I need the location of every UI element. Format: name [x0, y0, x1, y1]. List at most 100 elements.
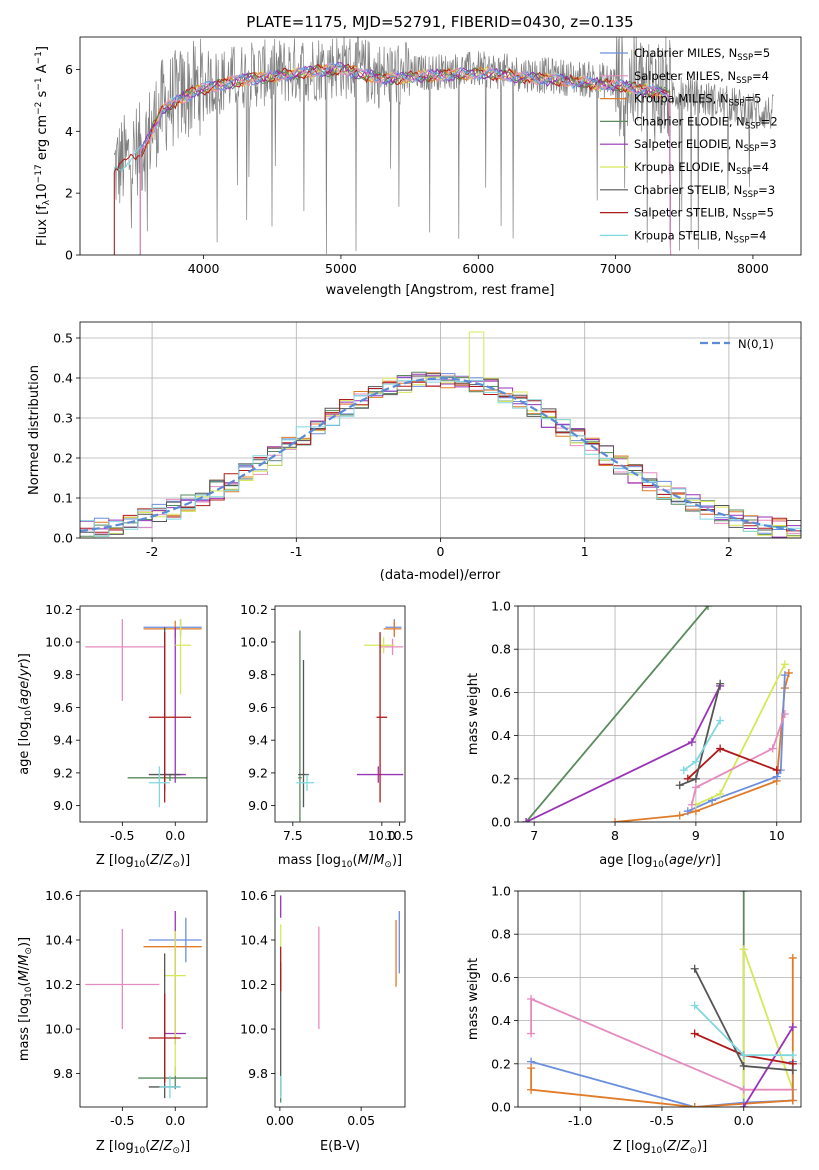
x-tick-label: 0.0 — [165, 1113, 185, 1128]
series-line-kroupa-miles — [614, 672, 790, 822]
model-spectrum-chabrier-elodie — [139, 65, 672, 255]
data-point-marker — [679, 766, 688, 775]
legend-label: Chabrier MILES, NSSP=5 — [634, 46, 770, 63]
series-line-salpeter-miles — [530, 997, 793, 1091]
y-tick-label: 9.8 — [248, 1066, 268, 1081]
y-tick-label: 0.2 — [491, 771, 511, 786]
y-tick-label: 10.6 — [45, 888, 73, 903]
y-axis-label: mass weight — [466, 958, 481, 1040]
x-axis-label: mass [log10(M/M⊙)] — [278, 853, 402, 870]
x-tick-label: 7000 — [600, 261, 632, 276]
y-tick-label: 0.3 — [53, 411, 73, 426]
x-axis-label: Z [log10(Z/Z⊙)] — [96, 853, 190, 870]
y-tick-label: 1.0 — [491, 599, 511, 614]
x-tick-label: 2 — [725, 544, 733, 559]
x-axis-label: Z [log10(Z/Z⊙)] — [96, 1139, 190, 1156]
x-axis-label: wavelength [Angstrom, rest frame] — [326, 283, 555, 298]
y-tick-label: 9.0 — [248, 798, 268, 813]
x-tick-label: 0.0 — [165, 828, 185, 843]
plot-area-residuals — [80, 331, 801, 538]
axes-mass_EBV — [271, 890, 406, 1111]
histogram-chabrier-stelib — [80, 373, 801, 536]
axes-residuals — [76, 321, 802, 542]
x-tick-label: 6000 — [462, 261, 494, 276]
data-point-marker — [675, 811, 684, 820]
y-tick-label: 0.6 — [491, 685, 511, 700]
y-tick-label: 10.4 — [45, 932, 73, 947]
y-axis-label: mass [log10(M/M⊙)] — [17, 937, 34, 1061]
model-spectrum-kroupa-miles — [139, 64, 672, 255]
data-point-marker — [784, 668, 793, 677]
x-tick-label: 7 — [530, 828, 538, 843]
normal-curve — [80, 377, 801, 533]
axes-frame — [274, 890, 406, 1108]
legend-label: Salpeter MILES, NSSP=4 — [634, 69, 769, 86]
axes-weight_Z — [514, 890, 802, 1111]
y-axis-label: mass weight — [466, 673, 481, 755]
y-tick-label: 0.0 — [491, 815, 511, 830]
plot-area-spectrum — [113, 37, 774, 255]
x-tick-label: 5000 — [325, 261, 357, 276]
x-tick-label: 10.5 — [386, 828, 414, 843]
y-tick-label: 0.4 — [491, 728, 511, 743]
data-point-marker — [788, 1096, 797, 1105]
figure-title: PLATE=1175, MJD=52791, FIBERID=0430, z=0… — [246, 13, 633, 31]
x-axis-label: Z [log10(Z/Z⊙)] — [613, 1139, 707, 1156]
y-tick-label: 0 — [65, 248, 73, 263]
series-line-salpeter-elodie — [742, 1026, 794, 1107]
y-tick-label: 1.0 — [491, 884, 511, 899]
data-point-marker — [739, 1085, 748, 1094]
series-line-kroupa-elodie — [742, 949, 794, 1107]
data-point-marker — [690, 964, 699, 973]
y-tick-label: 10.2 — [45, 602, 73, 617]
axes-frame — [517, 890, 802, 1108]
data-point-marker — [691, 774, 700, 783]
axes-mass_Z — [76, 890, 208, 1111]
y-tick-label: 9.6 — [53, 700, 73, 715]
data-point-marker — [527, 995, 536, 1003]
series-line-kroupa-stelib — [683, 720, 721, 771]
axes-weight_age — [514, 605, 802, 826]
data-point-marker — [739, 945, 748, 954]
y-tick-label: 0.2 — [491, 1056, 511, 1071]
x-tick-label: -0.5 — [650, 1113, 674, 1128]
axes-spectrum — [76, 36, 802, 259]
data-point-marker — [768, 744, 777, 753]
histogram-kroupa-stelib — [80, 376, 801, 537]
data-point-marker — [772, 766, 781, 775]
y-tick-label: 10.0 — [240, 1022, 268, 1037]
data-point-marker — [788, 1066, 797, 1075]
y-tick-label: 2 — [65, 186, 73, 201]
axes-age_mass — [271, 605, 406, 826]
x-axis-label: (data-model)/error — [380, 568, 501, 583]
y-tick-label: 0.4 — [491, 1013, 511, 1028]
x-tick-label: 0.00 — [266, 1113, 294, 1128]
legend-label: Salpeter STELIB, NSSP=5 — [634, 206, 774, 223]
legend-label: Kroupa STELIB, NSSP=4 — [634, 228, 766, 245]
data-point-marker — [687, 738, 696, 747]
x-tick-label: -2 — [146, 544, 158, 559]
y-tick-label: 0.1 — [53, 491, 73, 506]
data-point-marker — [675, 781, 684, 790]
x-axis-label: age [log10(age/yr)] — [599, 853, 721, 870]
y-tick-label: 10.6 — [240, 888, 268, 903]
data-point-marker — [780, 710, 789, 718]
data-point-marker — [780, 660, 789, 669]
plot-area-weight_age — [522, 606, 793, 822]
y-tick-label: 10.2 — [240, 602, 268, 617]
model-spectrum-salpeter-elodie — [139, 62, 672, 255]
data-point-marker — [788, 1051, 797, 1060]
axes-frame — [517, 605, 802, 823]
data-point-marker — [691, 783, 700, 792]
y-tick-label: 10.0 — [45, 1022, 73, 1037]
data-spectrum-line — [113, 37, 774, 254]
x-tick-label: -0.5 — [110, 1113, 134, 1128]
y-tick-label: 9.6 — [248, 700, 268, 715]
x-tick-label: 0 — [437, 544, 445, 559]
data-point-marker — [690, 1001, 699, 1010]
series-line-chabrier-miles — [687, 675, 786, 813]
y-tick-label: 9.8 — [53, 667, 73, 682]
legend-label: Salpeter ELODIE, NSSP=3 — [634, 137, 777, 154]
model-spectrum-salpeter-miles — [139, 62, 672, 255]
